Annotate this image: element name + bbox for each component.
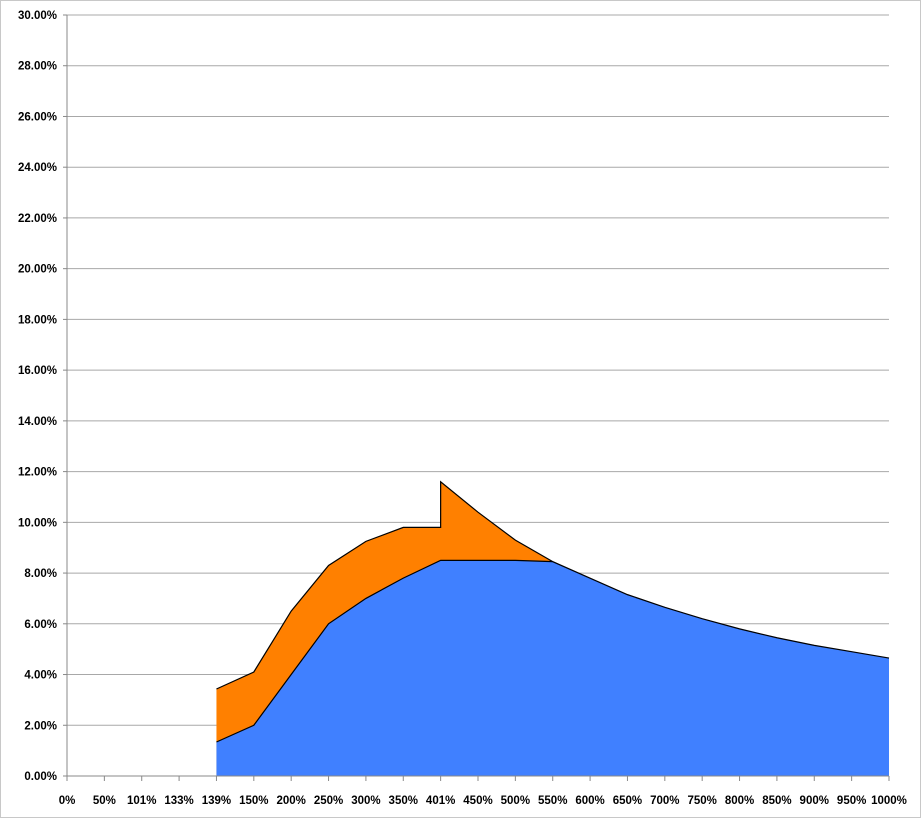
x-tick-label: 700%	[650, 795, 679, 807]
x-tick-label: 450%	[463, 795, 492, 807]
y-tick-label: 24.00%	[18, 162, 57, 174]
x-tick-label: 650%	[613, 795, 642, 807]
y-tick-label: 26.00%	[18, 111, 57, 123]
x-tick-label: 300%	[351, 795, 380, 807]
y-tick-label: 0.00%	[24, 771, 57, 783]
y-tick-label: 16.00%	[18, 365, 57, 377]
y-tick-label: 10.00%	[18, 517, 57, 529]
y-tick-label: 2.00%	[24, 720, 57, 732]
x-tick-label: 250%	[314, 795, 343, 807]
y-tick-label: 22.00%	[18, 213, 57, 225]
y-tick-label: 30.00%	[18, 10, 57, 22]
x-tick-label: 150%	[239, 795, 268, 807]
x-tick-label: 500%	[501, 795, 530, 807]
x-tick-label: 0%	[59, 795, 76, 807]
y-tick-label: 20.00%	[18, 264, 57, 276]
x-tick-label: 101%	[127, 795, 156, 807]
x-tick-label: 133%	[164, 795, 193, 807]
x-tick-label: 200%	[276, 795, 305, 807]
y-tick-label: 4.00%	[24, 670, 57, 682]
x-tick-label: 850%	[762, 795, 791, 807]
x-tick-label: 750%	[687, 795, 716, 807]
y-tick-label: 14.00%	[18, 416, 57, 428]
x-tick-label: 1000%	[871, 795, 907, 807]
x-tick-label: 401%	[426, 795, 455, 807]
x-tick-label: 900%	[800, 795, 829, 807]
y-tick-label: 18.00%	[18, 314, 57, 326]
y-tick-label: 8.00%	[24, 568, 57, 580]
area-series-1-outline	[216, 559, 890, 743]
x-tick-label: 800%	[725, 795, 754, 807]
x-tick-label: 950%	[837, 795, 866, 807]
y-tick-label: 6.00%	[24, 619, 57, 631]
y-tick-label: 28.00%	[18, 61, 57, 73]
x-tick-label: 139%	[202, 795, 231, 807]
area-series-0-outline	[216, 480, 554, 690]
x-tick-label: 350%	[389, 795, 418, 807]
x-tick-label: 50%	[93, 795, 116, 807]
x-tick-label: 550%	[538, 795, 567, 807]
area-series-1	[216, 560, 890, 776]
y-tick-label: 12.00%	[18, 467, 57, 479]
x-tick-label: 600%	[575, 795, 604, 807]
